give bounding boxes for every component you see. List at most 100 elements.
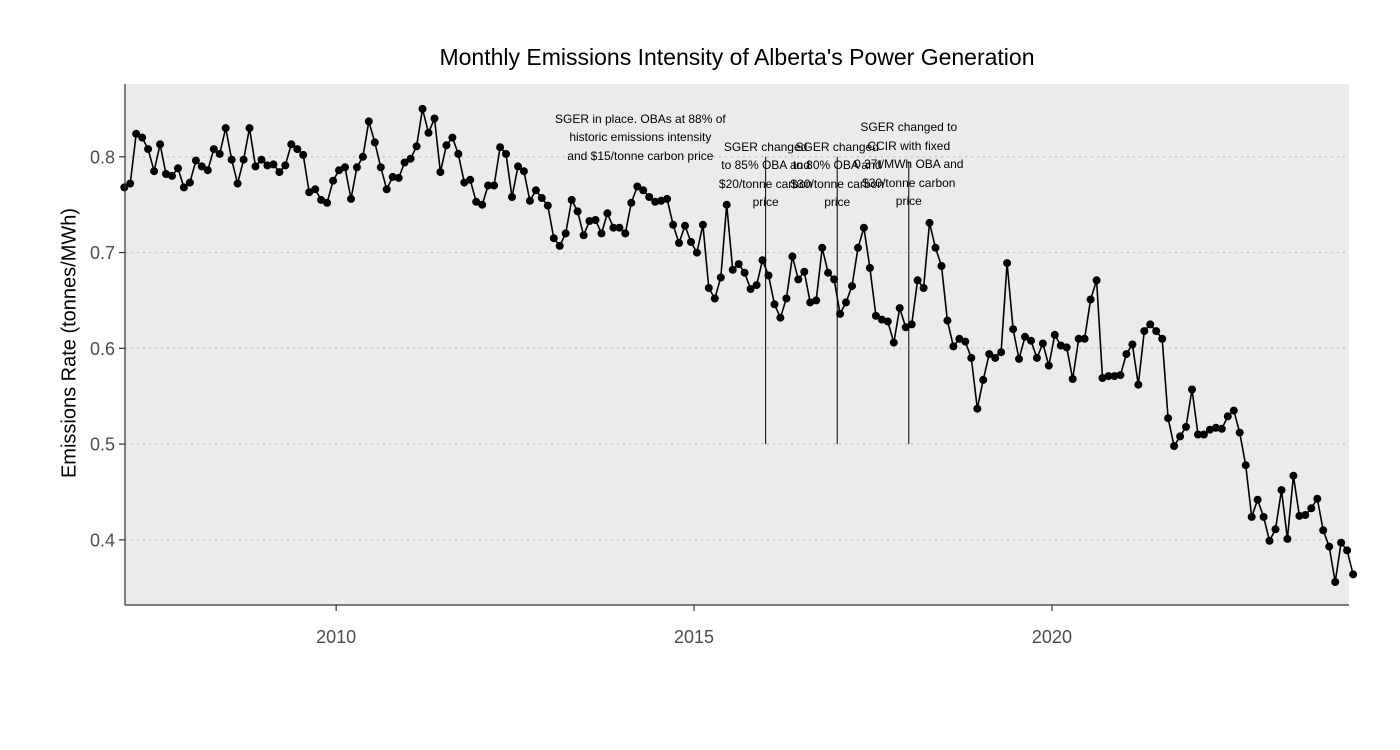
data-point — [1015, 354, 1023, 363]
data-point — [358, 152, 367, 161]
data-point — [132, 129, 141, 138]
data-point — [484, 181, 493, 190]
data-point — [1128, 340, 1137, 349]
data-point — [1211, 423, 1220, 432]
data-point — [281, 161, 290, 170]
data-point — [299, 150, 308, 159]
data-point — [1325, 542, 1334, 551]
data-point — [645, 193, 654, 201]
data-point — [985, 350, 994, 359]
data-point — [305, 188, 314, 197]
data-point — [1313, 494, 1322, 503]
data-point — [1283, 534, 1292, 543]
data-point — [424, 128, 433, 137]
data-points — [120, 104, 1358, 586]
data-point — [1152, 327, 1161, 336]
data-point — [1217, 424, 1226, 433]
plot-panel — [125, 84, 1349, 605]
data-point — [794, 275, 803, 284]
data-point — [221, 124, 230, 133]
data-point — [889, 338, 898, 347]
data-point — [436, 168, 445, 177]
data-point — [1188, 385, 1196, 394]
data-point — [329, 176, 338, 185]
data-point — [406, 154, 415, 163]
data-point — [376, 163, 385, 172]
gridlines — [125, 156, 1349, 541]
data-point — [1134, 380, 1143, 389]
data-point — [1164, 414, 1173, 423]
data-point — [478, 200, 487, 209]
data-point — [675, 239, 683, 247]
data-point — [901, 323, 910, 332]
data-point — [788, 252, 797, 261]
data-point — [883, 317, 892, 326]
data-point — [722, 200, 731, 209]
data-point — [549, 234, 558, 243]
data-point — [347, 194, 355, 203]
data-point — [1247, 512, 1256, 521]
data-point — [913, 276, 922, 285]
data-point — [979, 375, 988, 384]
data-point — [1182, 422, 1190, 431]
data-point — [609, 223, 618, 232]
data-point — [364, 117, 373, 126]
data-point — [1176, 432, 1185, 441]
data-point — [692, 248, 701, 257]
data-point — [555, 241, 564, 250]
data-point — [490, 181, 499, 190]
data-point — [1116, 371, 1125, 380]
data-point — [812, 296, 821, 305]
data-point — [1003, 259, 1012, 268]
data-point — [251, 162, 260, 171]
data-point — [949, 342, 958, 351]
data-point — [430, 114, 439, 123]
data-point — [561, 229, 570, 238]
data-point — [191, 156, 200, 165]
y-tick-label: 0.4 — [90, 530, 115, 550]
data-point — [531, 186, 540, 195]
data-point — [925, 218, 934, 227]
data-point — [245, 124, 254, 133]
data-point — [615, 223, 624, 232]
data-point — [836, 309, 845, 318]
data-point — [174, 164, 182, 173]
data-point — [603, 209, 612, 218]
data-point — [454, 149, 463, 158]
data-point — [621, 229, 630, 238]
data-point — [591, 216, 600, 224]
data-point — [1337, 538, 1346, 547]
data-point — [388, 172, 397, 181]
data-point — [293, 145, 302, 154]
data-point — [1349, 570, 1358, 579]
data-point — [1229, 406, 1238, 415]
data-point — [573, 207, 582, 216]
x-tick-label: 2020 — [1032, 627, 1072, 647]
data-point — [412, 142, 421, 151]
data-point — [317, 195, 326, 204]
data-point — [1289, 471, 1298, 480]
data-point — [782, 294, 791, 303]
data-point — [514, 162, 522, 171]
annotation-text: SGER changed to 85% OBA and $20/tonne ca… — [718, 139, 813, 210]
data-point — [907, 320, 916, 329]
data-point — [931, 243, 940, 252]
data-point — [1331, 578, 1340, 586]
data-point — [1194, 430, 1202, 439]
data-point — [162, 170, 170, 178]
data-point — [859, 223, 868, 232]
data-point — [394, 173, 403, 182]
data-point — [943, 316, 952, 325]
data-point — [1301, 511, 1310, 519]
data-point — [830, 275, 839, 284]
data-point — [997, 348, 1006, 357]
data-point — [352, 163, 361, 172]
data-point — [179, 183, 188, 192]
data-point — [758, 256, 767, 265]
y-tick-label: 0.8 — [90, 147, 115, 167]
data-point — [681, 221, 689, 230]
data-point — [1223, 412, 1232, 421]
data-point — [543, 201, 552, 210]
data-point — [1235, 428, 1244, 437]
data-point — [275, 168, 284, 177]
